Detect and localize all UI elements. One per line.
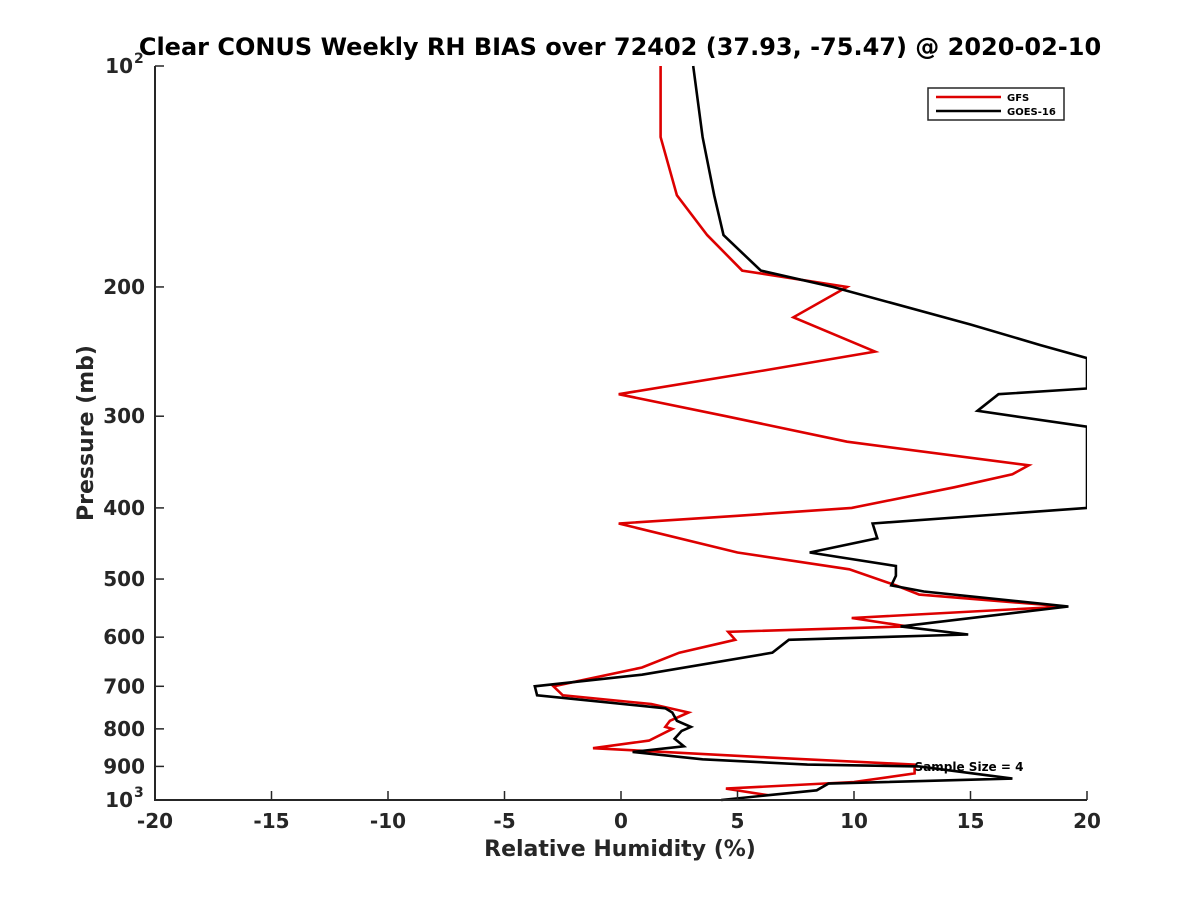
- legend-label-gfs: GFS: [1007, 93, 1029, 104]
- x-tick-label: -5: [493, 809, 515, 833]
- y-tick-label: 900: [103, 754, 145, 778]
- y-tick-label: 10: [105, 54, 133, 78]
- y-tick-label: 400: [103, 496, 145, 520]
- y-tick-label: 600: [103, 625, 145, 649]
- y-tick-label: 200: [103, 275, 145, 299]
- x-tick-label: -15: [253, 809, 289, 833]
- sample-size-annotation: Sample Size = 4: [915, 760, 1024, 774]
- series-line-gfs: [550, 66, 1067, 797]
- y-tick-label: 500: [103, 567, 145, 591]
- chart-title: Clear CONUS Weekly RH BIAS over 72402 (3…: [139, 33, 1101, 61]
- x-tick-label: -10: [370, 809, 406, 833]
- y-axis-label: Pressure (mb): [74, 345, 99, 521]
- x-tick-label: -20: [137, 809, 173, 833]
- x-axis-label: Relative Humidity (%): [484, 837, 756, 862]
- legend: GFS GOES-16: [927, 87, 1065, 121]
- y-tick-label: 300: [103, 404, 145, 428]
- x-axis-ticks: -20 -15 -10 -5 0 5 10 15 20: [137, 791, 1101, 833]
- y-tick-label: 800: [103, 717, 145, 741]
- y-tick-label: 10: [105, 788, 133, 812]
- x-tick-label: 20: [1073, 809, 1101, 833]
- legend-label-goes16: GOES-16: [1007, 107, 1056, 118]
- x-tick-label: 10: [840, 809, 868, 833]
- y-tick-label: 700: [103, 674, 145, 698]
- x-tick-label: 5: [731, 809, 745, 833]
- y-tick-exponent: 2: [134, 51, 144, 67]
- series-layer: [533, 65, 1087, 802]
- y-tick-exponent: 3: [134, 785, 144, 801]
- x-tick-label: 0: [614, 809, 628, 833]
- x-tick-label: 15: [957, 809, 985, 833]
- series-line-goes-16: [533, 65, 1087, 802]
- legend-box: [927, 87, 1065, 121]
